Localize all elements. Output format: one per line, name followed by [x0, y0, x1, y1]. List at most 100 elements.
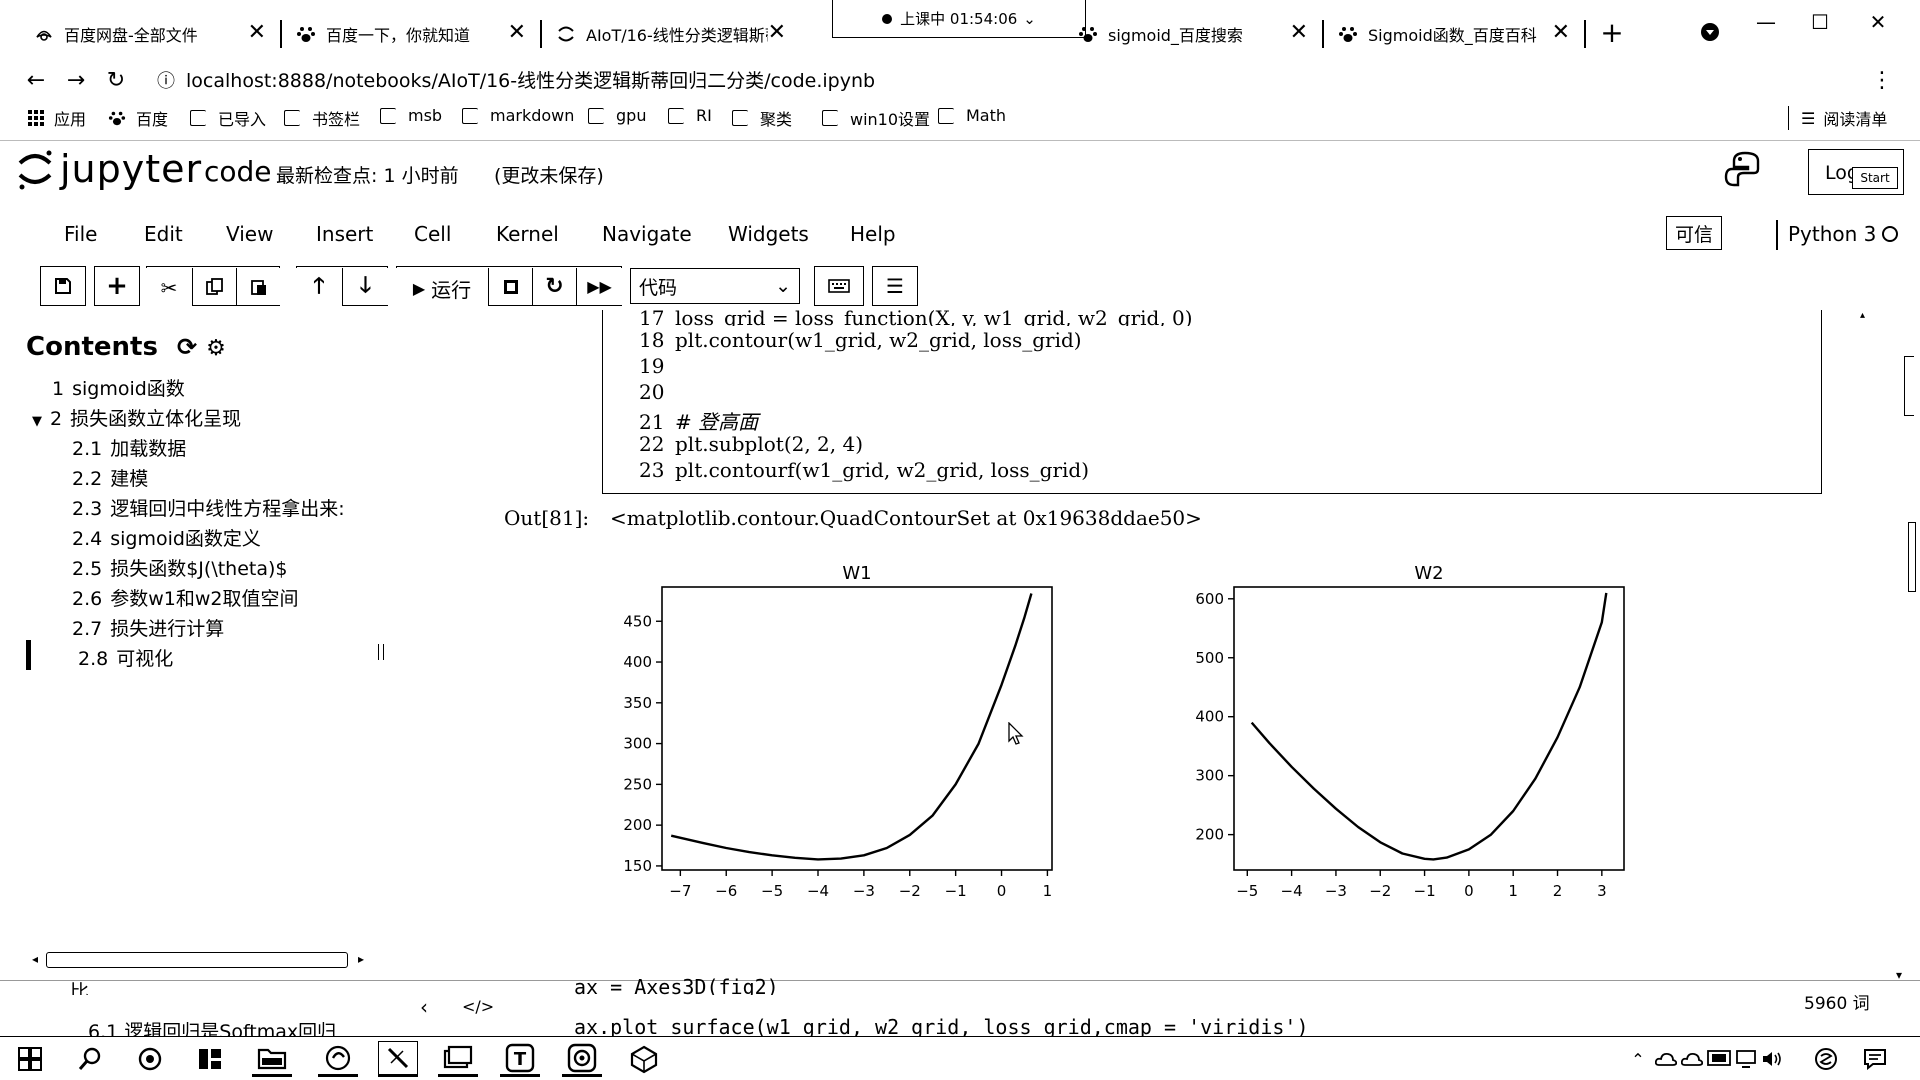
- onedrive-icon[interactable]: [1654, 1041, 1678, 1077]
- task-view-icon[interactable]: [130, 1041, 170, 1077]
- move-down-button[interactable]: 🡓: [342, 268, 388, 305]
- restart-button[interactable]: ↻: [532, 268, 576, 305]
- close-icon[interactable]: ✕: [767, 20, 786, 45]
- browser-icon[interactable]: [318, 1041, 358, 1077]
- bookmark-apps[interactable]: 应用: [28, 106, 86, 130]
- bookmark-folder-imported[interactable]: 已导入: [190, 106, 266, 130]
- bookmark-folder-markdown[interactable]: markdown: [462, 106, 574, 125]
- recorder-app-icon[interactable]: [562, 1041, 602, 1077]
- presentation-app-icon[interactable]: [438, 1041, 478, 1077]
- profile-icon[interactable]: [1694, 16, 1726, 48]
- caret-down-icon[interactable]: ▼: [32, 414, 42, 429]
- toc-item-2-2[interactable]: 2.2 建模: [72, 464, 148, 491]
- bookmark-folder-win10[interactable]: win10设置: [822, 106, 930, 130]
- widgets-icon[interactable]: [190, 1041, 230, 1077]
- tab-sigmoid-baike[interactable]: Sigmoid函数_百度百科 ✕: [1338, 14, 1578, 54]
- start-button[interactable]: Start: [1852, 167, 1898, 189]
- bookmark-folder-ri[interactable]: RI: [668, 106, 712, 125]
- bookmark-folder-math[interactable]: Math: [938, 106, 1006, 125]
- menu-insert[interactable]: Insert: [316, 222, 374, 246]
- cloud-icon[interactable]: [1680, 1041, 1704, 1077]
- code-toggle-icon[interactable]: </>: [462, 997, 495, 1016]
- close-icon[interactable]: ✕: [1289, 20, 1308, 45]
- notebook-name[interactable]: code: [204, 155, 272, 188]
- bookmark-folder-cluster[interactable]: 聚类: [732, 106, 792, 130]
- toc-item-2-3[interactable]: 2.3 逻辑回归中线性方程拿出来:: [72, 494, 345, 521]
- typora-icon[interactable]: T: [500, 1041, 540, 1077]
- close-icon[interactable]: ✕: [507, 20, 526, 45]
- snipping-tool-icon[interactable]: [378, 1041, 418, 1077]
- new-tab-button[interactable]: +: [1600, 15, 1624, 49]
- tab-jupyter-notebook[interactable]: AIoT/16-线性分类逻辑斯蒂 ✕: [556, 14, 794, 54]
- display-icon[interactable]: [1706, 1041, 1732, 1077]
- network-icon[interactable]: [1734, 1041, 1758, 1077]
- app-cube-icon[interactable]: [624, 1041, 664, 1077]
- kernel-name[interactable]: Python 3: [1788, 222, 1877, 246]
- bookmark-folder-bar[interactable]: 书签栏: [284, 106, 360, 130]
- toc-item-2-5[interactable]: 2.5 损失函数$J(\theta)$: [72, 554, 288, 581]
- toc-horizontal-scrollbar[interactable]: ◂ ▸: [32, 950, 372, 972]
- recording-timer[interactable]: 上课中 01:54:06 ⌄: [832, 0, 1086, 38]
- close-icon[interactable]: ✕: [1551, 20, 1570, 45]
- back-button[interactable]: ←: [26, 67, 46, 93]
- jupyter-logo[interactable]: jupyter: [16, 147, 202, 191]
- menu-cell[interactable]: Cell: [414, 222, 452, 246]
- menu-edit[interactable]: Edit: [144, 222, 183, 246]
- info-icon[interactable]: ⓘ: [157, 71, 175, 92]
- toc-item-2[interactable]: ▼ 2 损失函数立体化呈现: [32, 404, 241, 431]
- toc-item-2-4[interactable]: 2.4 sigmoid函数定义: [72, 524, 261, 551]
- toc-item-2-7[interactable]: 2.7 损失进行计算: [72, 614, 224, 641]
- interrupt-button[interactable]: [488, 268, 532, 305]
- more-menu-icon[interactable]: ⋮: [1871, 67, 1893, 93]
- menu-view[interactable]: View: [226, 222, 274, 246]
- toc-partial-item[interactable]: 6.1 逻辑回归是Softmax回归: [88, 1021, 337, 1037]
- trusted-badge[interactable]: 可信: [1666, 216, 1722, 250]
- toc-item-2-8[interactable]: 2.8 可视化: [78, 644, 173, 671]
- forward-button[interactable]: →: [66, 67, 86, 93]
- ime-icon[interactable]: [1812, 1041, 1840, 1077]
- gear-icon[interactable]: ⚙: [206, 336, 226, 361]
- toc-item-2-6[interactable]: 2.6 参数w1和w2取值空间: [72, 584, 298, 611]
- logout-button[interactable]: Log: [1808, 149, 1904, 195]
- toc-toggle-button[interactable]: ☰: [872, 266, 918, 306]
- tab-baidu-netdisk[interactable]: 百度网盘-全部文件 ✕: [34, 14, 274, 54]
- scroll-right-icon[interactable]: ▸: [358, 952, 365, 966]
- bookmark-folder-msb[interactable]: msb: [380, 106, 442, 125]
- page-scrollbar-thumb[interactable]: [1904, 356, 1914, 416]
- insert-cell-button[interactable]: +: [94, 266, 140, 306]
- menu-help[interactable]: Help: [850, 222, 896, 246]
- menu-navigate[interactable]: Navigate: [602, 222, 692, 246]
- notification-icon[interactable]: [1860, 1041, 1890, 1077]
- paste-button[interactable]: [236, 268, 280, 305]
- search-icon[interactable]: [70, 1041, 110, 1077]
- refresh-icon[interactable]: ⟳: [177, 333, 198, 361]
- scroll-down-icon[interactable]: ▾: [1896, 968, 1903, 982]
- close-icon[interactable]: ✕: [247, 20, 266, 45]
- save-button[interactable]: [40, 266, 86, 306]
- restart-run-all-button[interactable]: ▶▶: [576, 268, 622, 305]
- bookmark-baidu[interactable]: 百度: [108, 106, 168, 130]
- tray-arrow-icon[interactable]: ⌃: [1631, 1049, 1645, 1069]
- scroll-up-icon[interactable]: ▴: [1860, 310, 1866, 321]
- toc-item-1[interactable]: 1 sigmoid函数: [52, 374, 185, 401]
- tab-sigmoid-search[interactable]: sigmoid_百度搜索 ✕: [1078, 14, 1316, 54]
- resize-handle[interactable]: [378, 644, 384, 660]
- maximize-button[interactable]: ☐: [1811, 10, 1829, 34]
- menu-kernel[interactable]: Kernel: [496, 222, 559, 246]
- cut-button[interactable]: ✂: [146, 268, 192, 308]
- toc-item-2-1[interactable]: 2.1 加载数据: [72, 434, 186, 461]
- collapse-left-icon[interactable]: ‹: [420, 995, 428, 1019]
- volume-icon[interactable]: [1760, 1041, 1784, 1077]
- reload-button[interactable]: ↻: [106, 67, 126, 93]
- start-menu-icon[interactable]: [10, 1041, 50, 1077]
- close-window-button[interactable]: ✕: [1869, 10, 1887, 34]
- bookmark-folder-gpu[interactable]: gpu: [588, 106, 646, 125]
- copy-button[interactable]: [192, 268, 236, 305]
- tab-baidu-home[interactable]: 百度一下，你就知道 ✕: [296, 14, 534, 54]
- code-cell[interactable]: 17 loss_grid = loss_function(X, y, w1_gri…: [602, 306, 1822, 494]
- menu-file[interactable]: File: [64, 222, 98, 246]
- reading-list[interactable]: ☰ 阅读清单: [1788, 106, 1887, 130]
- scroll-thumb[interactable]: [46, 952, 348, 968]
- run-button[interactable]: ▶ 运行: [396, 268, 488, 308]
- menu-widgets[interactable]: Widgets: [728, 222, 809, 246]
